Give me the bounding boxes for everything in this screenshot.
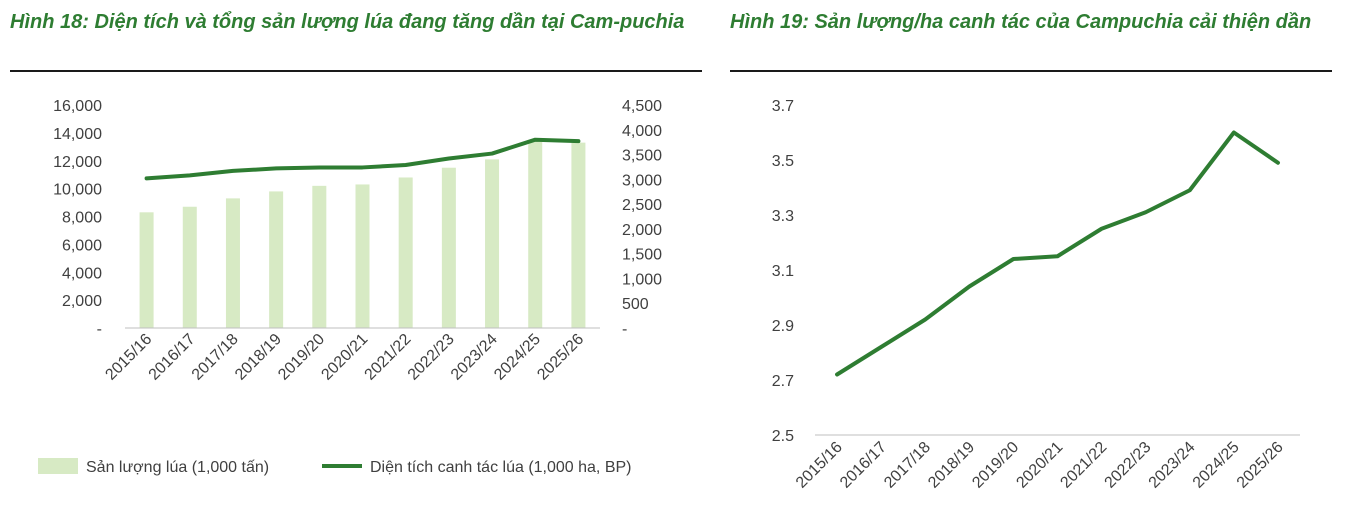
y-left-tick-label: 6,000 (62, 237, 102, 254)
y-left-tick-label: 4,000 (62, 265, 102, 282)
figure-19-panel: Hình 19: Sản lượng/ha canh tác của Campu… (730, 0, 1346, 525)
y-right-tick-label: 2,000 (622, 222, 662, 239)
figure-18-chart: - 2,000 4,000 6,000 8,000 10,000 12,000 14,000 1… (38, 98, 662, 476)
y-tick-label: 2.9 (772, 318, 794, 335)
y-right-tick-label: 4,500 (622, 98, 662, 115)
yield-line-series (835, 130, 1280, 377)
bar (139, 212, 154, 328)
y-right-tick-label: 1,000 (622, 271, 662, 288)
x-tick-label: 2025/26 (1234, 439, 1287, 492)
legend-label-bar: Sản lượng lúa (1,000 tấn) (86, 459, 269, 476)
y-right-tick-label: 4,000 (622, 123, 662, 140)
x-tick-label: 2018/19 (925, 439, 978, 492)
figure-18-title: Hình 18: Diện tích và tổng sản lượng lúa… (10, 11, 685, 33)
y-tick-label: 2.7 (772, 373, 794, 390)
x-tick-label: 2022/23 (1102, 439, 1155, 492)
y-tick-label: 3.7 (772, 98, 794, 115)
x-tick-label: 2016/17 (146, 331, 199, 384)
y-left-tick-label: 14,000 (53, 126, 102, 143)
y-tick-label: 3.3 (772, 208, 794, 225)
y-tick-label: 2.5 (772, 428, 794, 445)
y-right-tick-label: 3,500 (622, 148, 662, 165)
x-tick-label: 2024/25 (1190, 439, 1243, 492)
x-tick-label: 2021/22 (1057, 439, 1110, 492)
x-tick-label: 2022/23 (405, 331, 458, 384)
bar (182, 206, 197, 328)
y-tick-label: 3.1 (772, 263, 794, 280)
y-right-tick-label: 1,500 (622, 247, 662, 264)
figure-18-title-rule (10, 70, 702, 72)
figure-18-panel: Hình 18: Diện tích và tổng sản lượng lúa… (10, 11, 702, 476)
bar (398, 177, 413, 328)
x-tick-label: 2025/26 (534, 331, 587, 384)
x-tick-label: 2016/17 (837, 439, 890, 492)
y-right-tick-label: 500 (622, 296, 649, 313)
x-tick-label: 2017/18 (881, 439, 934, 492)
x-tick-label: 2019/20 (969, 439, 1022, 492)
y-tick-label: 3.5 (772, 153, 794, 170)
y-left-tick-label: 16,000 (53, 98, 102, 115)
bar (269, 191, 284, 328)
bar (225, 198, 240, 328)
x-tick-label: 2015/16 (793, 439, 846, 492)
bar (312, 185, 327, 328)
legend-label-line: Diện tích canh tác lúa (1,000 ha, BP) (370, 459, 631, 476)
x-tick-label: 2023/24 (448, 331, 501, 384)
y-right-tick-label: 2,500 (622, 197, 662, 214)
x-tick-label: 2023/24 (1146, 439, 1199, 492)
y-right-tick-label: 3,000 (622, 172, 662, 189)
x-tick-label: 2015/16 (102, 331, 155, 384)
y-right-tick-label: - (622, 321, 627, 338)
x-tick-label: 2020/21 (1013, 439, 1066, 492)
x-tick-label: 2017/18 (189, 331, 242, 384)
legend-swatch-bar (38, 458, 78, 474)
figure-19-chart: 2.5 2.7 2.9 3.1 3.3 3.5 3.7 2015/162016/172017/… (772, 98, 1300, 492)
y-left-tick-label: 8,000 (62, 210, 102, 227)
x-tick-label: 2024/25 (491, 331, 544, 384)
y-left-tick-label: 2,000 (62, 293, 102, 310)
bar (355, 184, 370, 328)
bar (528, 139, 543, 328)
y-left-tick-label: 10,000 (53, 182, 102, 199)
bar (485, 159, 500, 328)
bar (441, 167, 456, 328)
y-left-tick-label: 12,000 (53, 154, 102, 171)
y-left-tick-label: - (97, 321, 102, 338)
area-line-series (144, 137, 581, 181)
bar (571, 142, 586, 328)
x-tick-label: 2019/20 (275, 331, 328, 384)
figure-19-title-rule (730, 70, 1332, 72)
x-tick-label: 2020/21 (318, 331, 371, 384)
figure-19-title: Hình 19: Sản lượng/ha canh tác của Campu… (730, 11, 1312, 33)
x-tick-label: 2021/22 (362, 331, 415, 384)
x-tick-label: 2018/19 (232, 331, 285, 384)
